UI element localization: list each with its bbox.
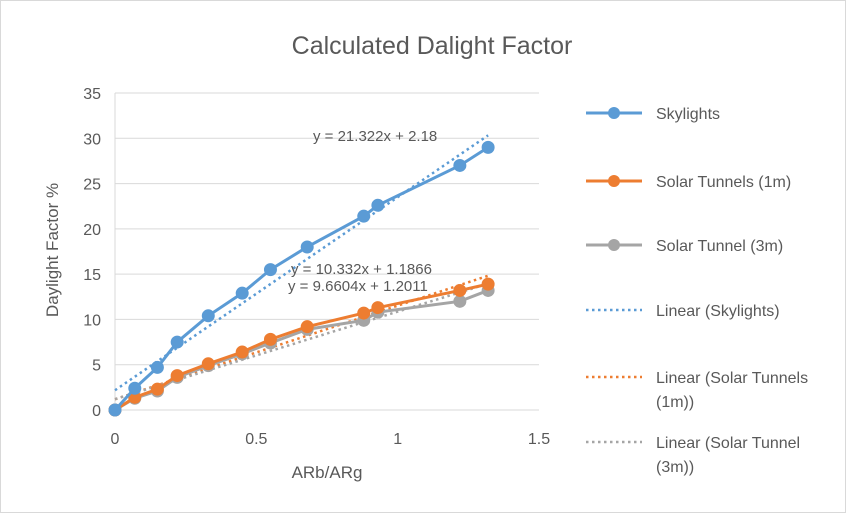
trendline-equation: y = 9.6604x + 1.2011	[288, 278, 428, 295]
data-point	[170, 335, 184, 349]
y-tick-label: 0	[92, 403, 101, 420]
data-point	[300, 320, 314, 334]
legend-label: Skylights	[656, 106, 720, 123]
data-point	[128, 381, 142, 395]
legend-marker	[608, 239, 620, 251]
trendline-equation: y = 21.322x + 2.18	[313, 128, 437, 145]
y-tick-label: 10	[83, 312, 101, 329]
legend-label: Linear (Skylights)	[656, 303, 780, 320]
y-tick-label: 20	[83, 222, 101, 239]
x-tick-label: 1.5	[528, 431, 550, 448]
data-point	[481, 277, 495, 291]
y-tick-label: 30	[83, 131, 101, 148]
grid-lines	[114, 92, 539, 411]
tick-labels: 0 5 10 15 20 25 30 35 0 0.5 1 1.5	[83, 86, 550, 448]
x-tick-label: 1	[393, 431, 402, 448]
data-point	[300, 240, 314, 254]
legend-label: Solar Tunnel (3m)	[656, 238, 783, 255]
data-point	[481, 140, 495, 154]
data-point	[263, 332, 277, 346]
legend-label: (3m))	[656, 459, 694, 476]
data-point	[371, 198, 385, 212]
data-point	[453, 294, 467, 308]
data-point	[170, 369, 184, 383]
data-point	[201, 357, 215, 371]
x-tick-label: 0.5	[245, 431, 267, 448]
data-point	[150, 382, 164, 396]
data-point	[371, 301, 385, 315]
data-point	[453, 283, 467, 297]
y-tick-label: 15	[83, 267, 101, 284]
data-point	[108, 403, 122, 417]
y-tick-label: 35	[83, 86, 101, 103]
legend-label: (1m))	[656, 394, 694, 411]
y-tick-label: 5	[92, 358, 101, 375]
y-tick-label: 25	[83, 177, 101, 194]
chart-title: Calculated Dalight Factor	[292, 32, 573, 60]
data-point	[263, 263, 277, 277]
trendline-equations: y = 21.322x + 2.18 y = 10.332x + 1.1866y …	[288, 128, 437, 295]
data-point	[235, 286, 249, 300]
y-axis-title: Daylight Factor %	[43, 183, 62, 317]
legend: Skylights Solar Tunnels (1m) Solar Tunnel …	[586, 106, 808, 476]
trendline	[114, 282, 489, 401]
data-point	[150, 360, 164, 374]
data-point	[201, 309, 215, 323]
x-tick-label: 0	[111, 431, 120, 448]
series-layer	[108, 140, 495, 417]
legend-label: Linear (Solar Tunnel	[656, 435, 800, 452]
data-point	[453, 158, 467, 172]
trendline-equation: y = 10.332x + 1.1866	[291, 261, 432, 278]
trendlines	[114, 134, 489, 401]
data-point	[357, 306, 371, 320]
data-point	[357, 209, 371, 223]
legend-label: Solar Tunnels (1m)	[656, 174, 791, 191]
legend-label: Linear (Solar Tunnels	[656, 370, 808, 387]
data-point	[235, 345, 249, 359]
legend-marker	[608, 175, 620, 187]
legend-marker	[608, 107, 620, 119]
x-axis-title: ARb/ARg	[292, 463, 363, 482]
